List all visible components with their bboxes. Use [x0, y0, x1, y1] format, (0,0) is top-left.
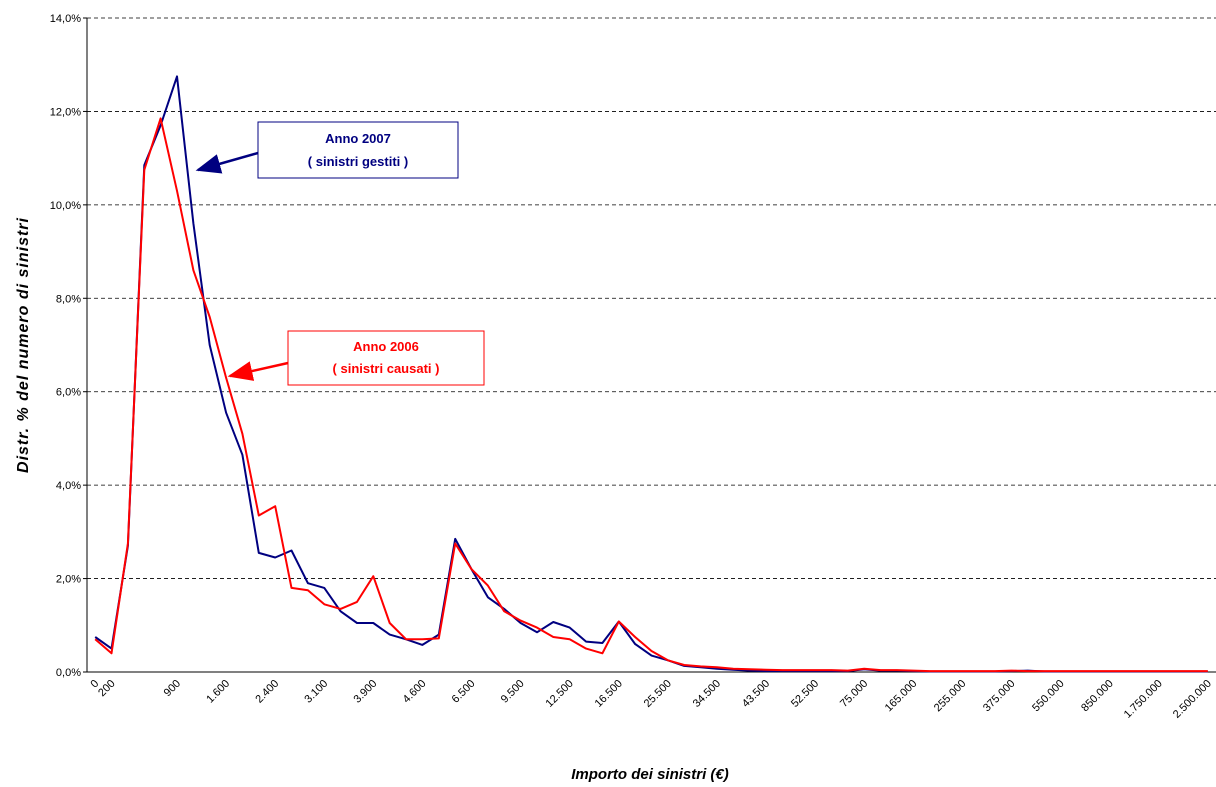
x-tick-label: 34.500	[691, 678, 723, 710]
x-axis-title: Importo dei sinistri (€)	[571, 766, 729, 783]
annotation-text: ( sinistri causati )	[333, 361, 440, 376]
y-tick-label: 8,0%	[56, 293, 81, 305]
x-tick-label: 3.100	[302, 678, 330, 706]
x-tick-label: 200	[96, 678, 117, 699]
x-tick-label: 375.000	[981, 678, 1018, 715]
x-tick-label: 4.600	[401, 678, 429, 706]
x-tick-label: 3.900	[352, 678, 380, 706]
annotation-box	[257, 121, 459, 179]
x-tick-label: 900	[162, 678, 183, 699]
x-tick-label: 2.400	[253, 678, 281, 706]
x-tick-label: 6.500	[450, 678, 478, 706]
annotation-arrow	[195, 151, 259, 174]
x-tick-label: 16.500	[593, 678, 625, 710]
y-tick-label: 0,0%	[56, 667, 81, 679]
x-tick-label: 850.000	[1079, 678, 1116, 715]
y-tick-label: 4,0%	[56, 480, 81, 492]
annotation-text: ( sinistri gestiti )	[308, 154, 408, 169]
annotation-arrow	[227, 361, 289, 381]
x-tick-label: 255.000	[932, 678, 969, 715]
y-axis-title: Distr. % del numero di sinistri	[15, 217, 32, 473]
x-tick-label: 25.500	[642, 678, 674, 710]
x-tick-label: 43.500	[740, 678, 772, 710]
y-tick-label: 14,0%	[50, 13, 81, 25]
x-tick-label: 550.000	[1030, 678, 1067, 715]
y-tick-label: 6,0%	[56, 387, 81, 399]
x-tick-label: 12.500	[544, 678, 576, 710]
x-tick-label: 165.000	[883, 678, 920, 715]
x-tick-label: 1.750.000	[1122, 678, 1165, 721]
annotation-text: Anno 2007	[325, 131, 391, 146]
x-tick-label: 1.600	[204, 678, 232, 706]
y-tick-label: 10,0%	[50, 200, 81, 212]
x-tick-label: 75.000	[838, 678, 870, 710]
x-tick-label: 2.500.000	[1171, 678, 1214, 721]
annotation-box	[287, 330, 485, 386]
annotation-text: Anno 2006	[353, 339, 419, 354]
x-tick-label: 52.500	[789, 678, 821, 710]
y-tick-label: 2,0%	[56, 574, 81, 586]
x-tick-label: 9.500	[499, 678, 527, 706]
series-line	[94, 117, 1208, 673]
y-tick-label: 12,0%	[50, 106, 81, 118]
